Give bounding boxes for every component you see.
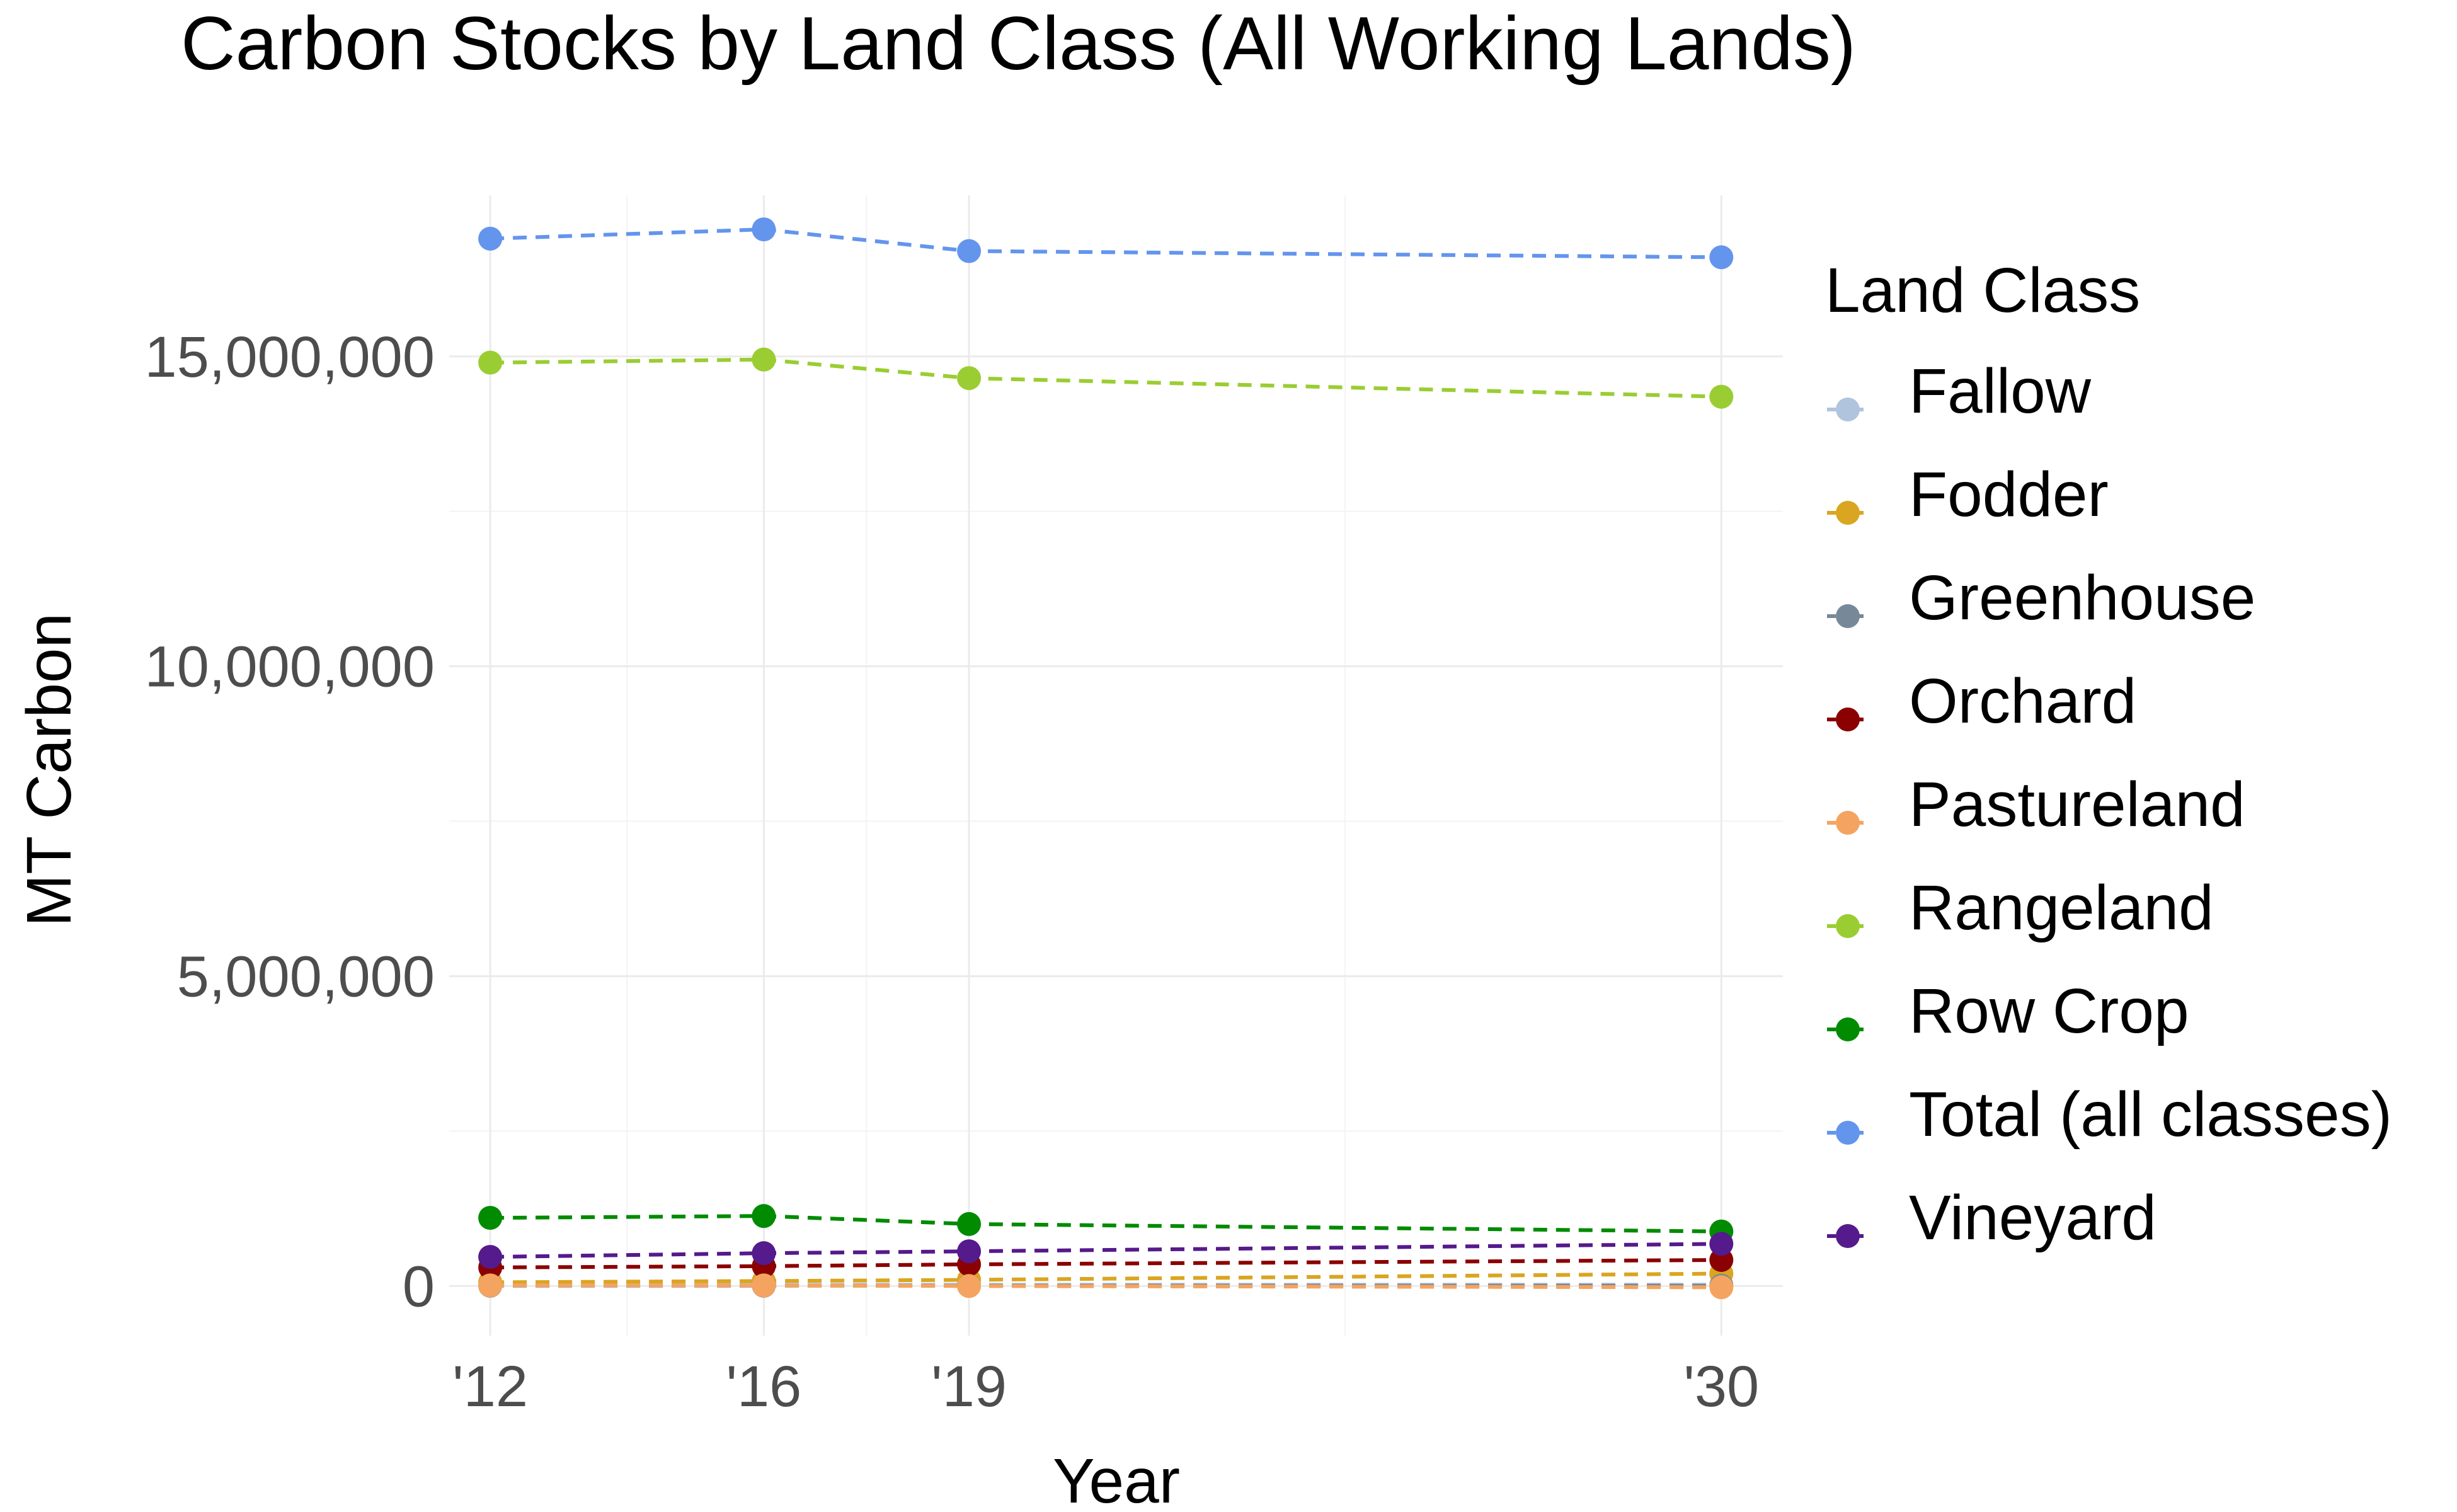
x-tick-label: '12 xyxy=(452,1354,528,1419)
chart-title: Carbon Stocks by Land Class (All Working… xyxy=(181,1,1856,86)
legend-label-rangeland: Rangeland xyxy=(1909,873,2214,943)
legend-key-fodder xyxy=(1836,501,1860,525)
data-point-rangeland xyxy=(752,347,776,372)
series-line-rangeland xyxy=(490,357,1722,399)
y-tick-label: 5,000,000 xyxy=(177,944,435,1009)
y-tick-label: 15,000,000 xyxy=(145,325,435,389)
data-point-pastureland xyxy=(478,1273,503,1298)
series-lines xyxy=(490,227,1722,1290)
legend-key-row-crop xyxy=(1836,1017,1860,1041)
y-axis-title: MT Carbon xyxy=(14,613,84,927)
legend-label-fallow: Fallow xyxy=(1909,356,2092,427)
data-point-total-all-classes xyxy=(957,239,982,263)
series-line-vineyard xyxy=(490,1242,1722,1259)
legend-key-vineyard xyxy=(1836,1224,1860,1248)
series-line-total-all-classes xyxy=(490,227,1722,260)
legend-label-pastureland: Pastureland xyxy=(1909,769,2245,840)
data-point-row-crop xyxy=(752,1204,776,1228)
data-point-vineyard xyxy=(478,1245,503,1269)
y-tick-label: 0 xyxy=(403,1254,435,1319)
legend-key-greenhouse xyxy=(1836,604,1860,628)
data-point-vineyard xyxy=(1709,1232,1734,1256)
data-point-rangeland xyxy=(478,350,503,375)
data-point-pastureland xyxy=(957,1274,982,1298)
legend-key-fallow xyxy=(1836,398,1860,421)
data-point-total-all-classes xyxy=(1709,245,1734,270)
series-line-orchard xyxy=(490,1258,1722,1269)
legend-key-orchard xyxy=(1836,707,1860,731)
series-line-fodder xyxy=(490,1271,1722,1285)
legend-title: Land Class xyxy=(1825,255,2140,326)
data-point-total-all-classes xyxy=(478,226,503,251)
series-points xyxy=(478,217,1734,1300)
data-point-vineyard xyxy=(957,1239,982,1264)
legend-label-greenhouse: Greenhouse xyxy=(1909,563,2255,633)
data-point-total-all-classes xyxy=(752,217,776,242)
series-line-row-crop xyxy=(490,1214,1722,1234)
data-point-rangeland xyxy=(957,366,982,391)
x-axis-title: Year xyxy=(1053,1446,1180,1512)
legend-label-total-all-classes: Total (all classes) xyxy=(1909,1079,2392,1150)
legend-label-vineyard: Vineyard xyxy=(1909,1183,2156,1253)
legend-label-orchard: Orchard xyxy=(1909,666,2136,736)
grid xyxy=(449,195,1783,1336)
legend-label-fodder: Fodder xyxy=(1909,459,2109,530)
data-point-row-crop xyxy=(957,1211,982,1236)
legend-key-total-all-classes xyxy=(1836,1121,1860,1145)
x-tick-label: '16 xyxy=(726,1354,801,1419)
legend-key-pastureland xyxy=(1836,811,1860,835)
legend-label-row-crop: Row Crop xyxy=(1909,976,2189,1046)
data-point-row-crop xyxy=(478,1206,503,1230)
y-axis-ticks: 0 5,000,000 10,000,000 15,000,000 xyxy=(145,325,435,1319)
series-line-pastureland xyxy=(490,1283,1722,1290)
legend: Land Class Fallow Fodder Greenhouse Orchard… xyxy=(1825,255,2392,1253)
x-tick-label: '30 xyxy=(1683,1354,1759,1419)
data-point-pastureland xyxy=(1709,1275,1734,1300)
data-point-rangeland xyxy=(1709,384,1734,409)
y-tick-label: 10,000,000 xyxy=(145,635,435,699)
legend-key-rangeland xyxy=(1836,914,1860,938)
x-tick-label: '19 xyxy=(931,1354,1007,1419)
x-axis-ticks: '12 '16 '19 '30 xyxy=(452,1354,1759,1419)
data-point-pastureland xyxy=(752,1273,776,1298)
data-point-vineyard xyxy=(752,1241,776,1266)
